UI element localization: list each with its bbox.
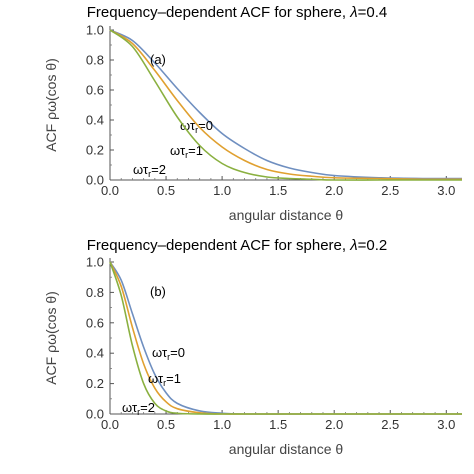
panel-label: (a) (150, 52, 166, 67)
chart-title: Frequency–dependent ACF for sphere, λ=0.… (87, 237, 388, 254)
x-tick-label: 0.5 (157, 183, 175, 198)
y-tick-label: 1.0 (86, 255, 104, 270)
y-tick-label: 0.8 (86, 53, 104, 68)
y-tick-label: 0.0 (86, 173, 104, 188)
y-tick-label: 1.0 (86, 23, 104, 38)
series-label-1: ωτr=1 (148, 371, 181, 388)
x-tick-label: 0.0 (101, 183, 119, 198)
y-tick-label: 0.8 (86, 285, 104, 300)
x-tick-label: 1.0 (213, 417, 231, 432)
x-axis-label: angular distance θ (229, 441, 344, 457)
y-tick-label: 0.4 (86, 113, 104, 128)
y-tick-label: 0.6 (86, 315, 104, 330)
y-tick-label: 0.2 (86, 143, 104, 158)
x-tick-label: 0.0 (101, 417, 119, 432)
x-tick-label: 2.0 (325, 417, 343, 432)
x-tick-label: 2.5 (381, 417, 399, 432)
y-tick-label: 0.0 (86, 407, 104, 422)
x-tick-label: 0.5 (157, 417, 175, 432)
panel-label: (b) (150, 284, 166, 299)
x-tick-label: 2.5 (381, 183, 399, 198)
chart-panel-1: Frequency–dependent ACF for sphere, λ=0.… (43, 4, 463, 223)
series-line-2 (109, 29, 462, 181)
x-tick-label: 1.0 (213, 183, 231, 198)
x-tick-label: 3.0 (437, 417, 455, 432)
y-axis-label: ACF ρω(cos θ) (43, 58, 59, 152)
y-tick-label: 0.4 (86, 346, 104, 361)
x-tick-label: 2.0 (325, 183, 343, 198)
y-tick-label: 0.2 (86, 376, 104, 391)
series-line-0 (109, 29, 463, 180)
y-tick-label: 0.6 (86, 83, 104, 98)
series-line-2 (109, 261, 462, 415)
x-tick-label: 3.0 (437, 183, 455, 198)
x-axis-label: angular distance θ (229, 207, 344, 223)
series-label-2: ωτr=2 (122, 400, 155, 417)
chart-title: Frequency–dependent ACF for sphere, λ=0.… (87, 4, 388, 21)
x-tick-label: 1.5 (269, 183, 287, 198)
chart-panel-2: Frequency–dependent ACF for sphere, λ=0.… (43, 237, 462, 457)
y-axis-label: ACF ρω(cos θ) (43, 291, 59, 385)
x-tick-label: 1.5 (269, 417, 287, 432)
series-label-0: ωτr=0 (152, 345, 185, 362)
series-line-1 (109, 29, 463, 181)
series-label-2: ωτr=2 (133, 162, 166, 179)
series-label-1: ωτr=1 (170, 143, 203, 160)
